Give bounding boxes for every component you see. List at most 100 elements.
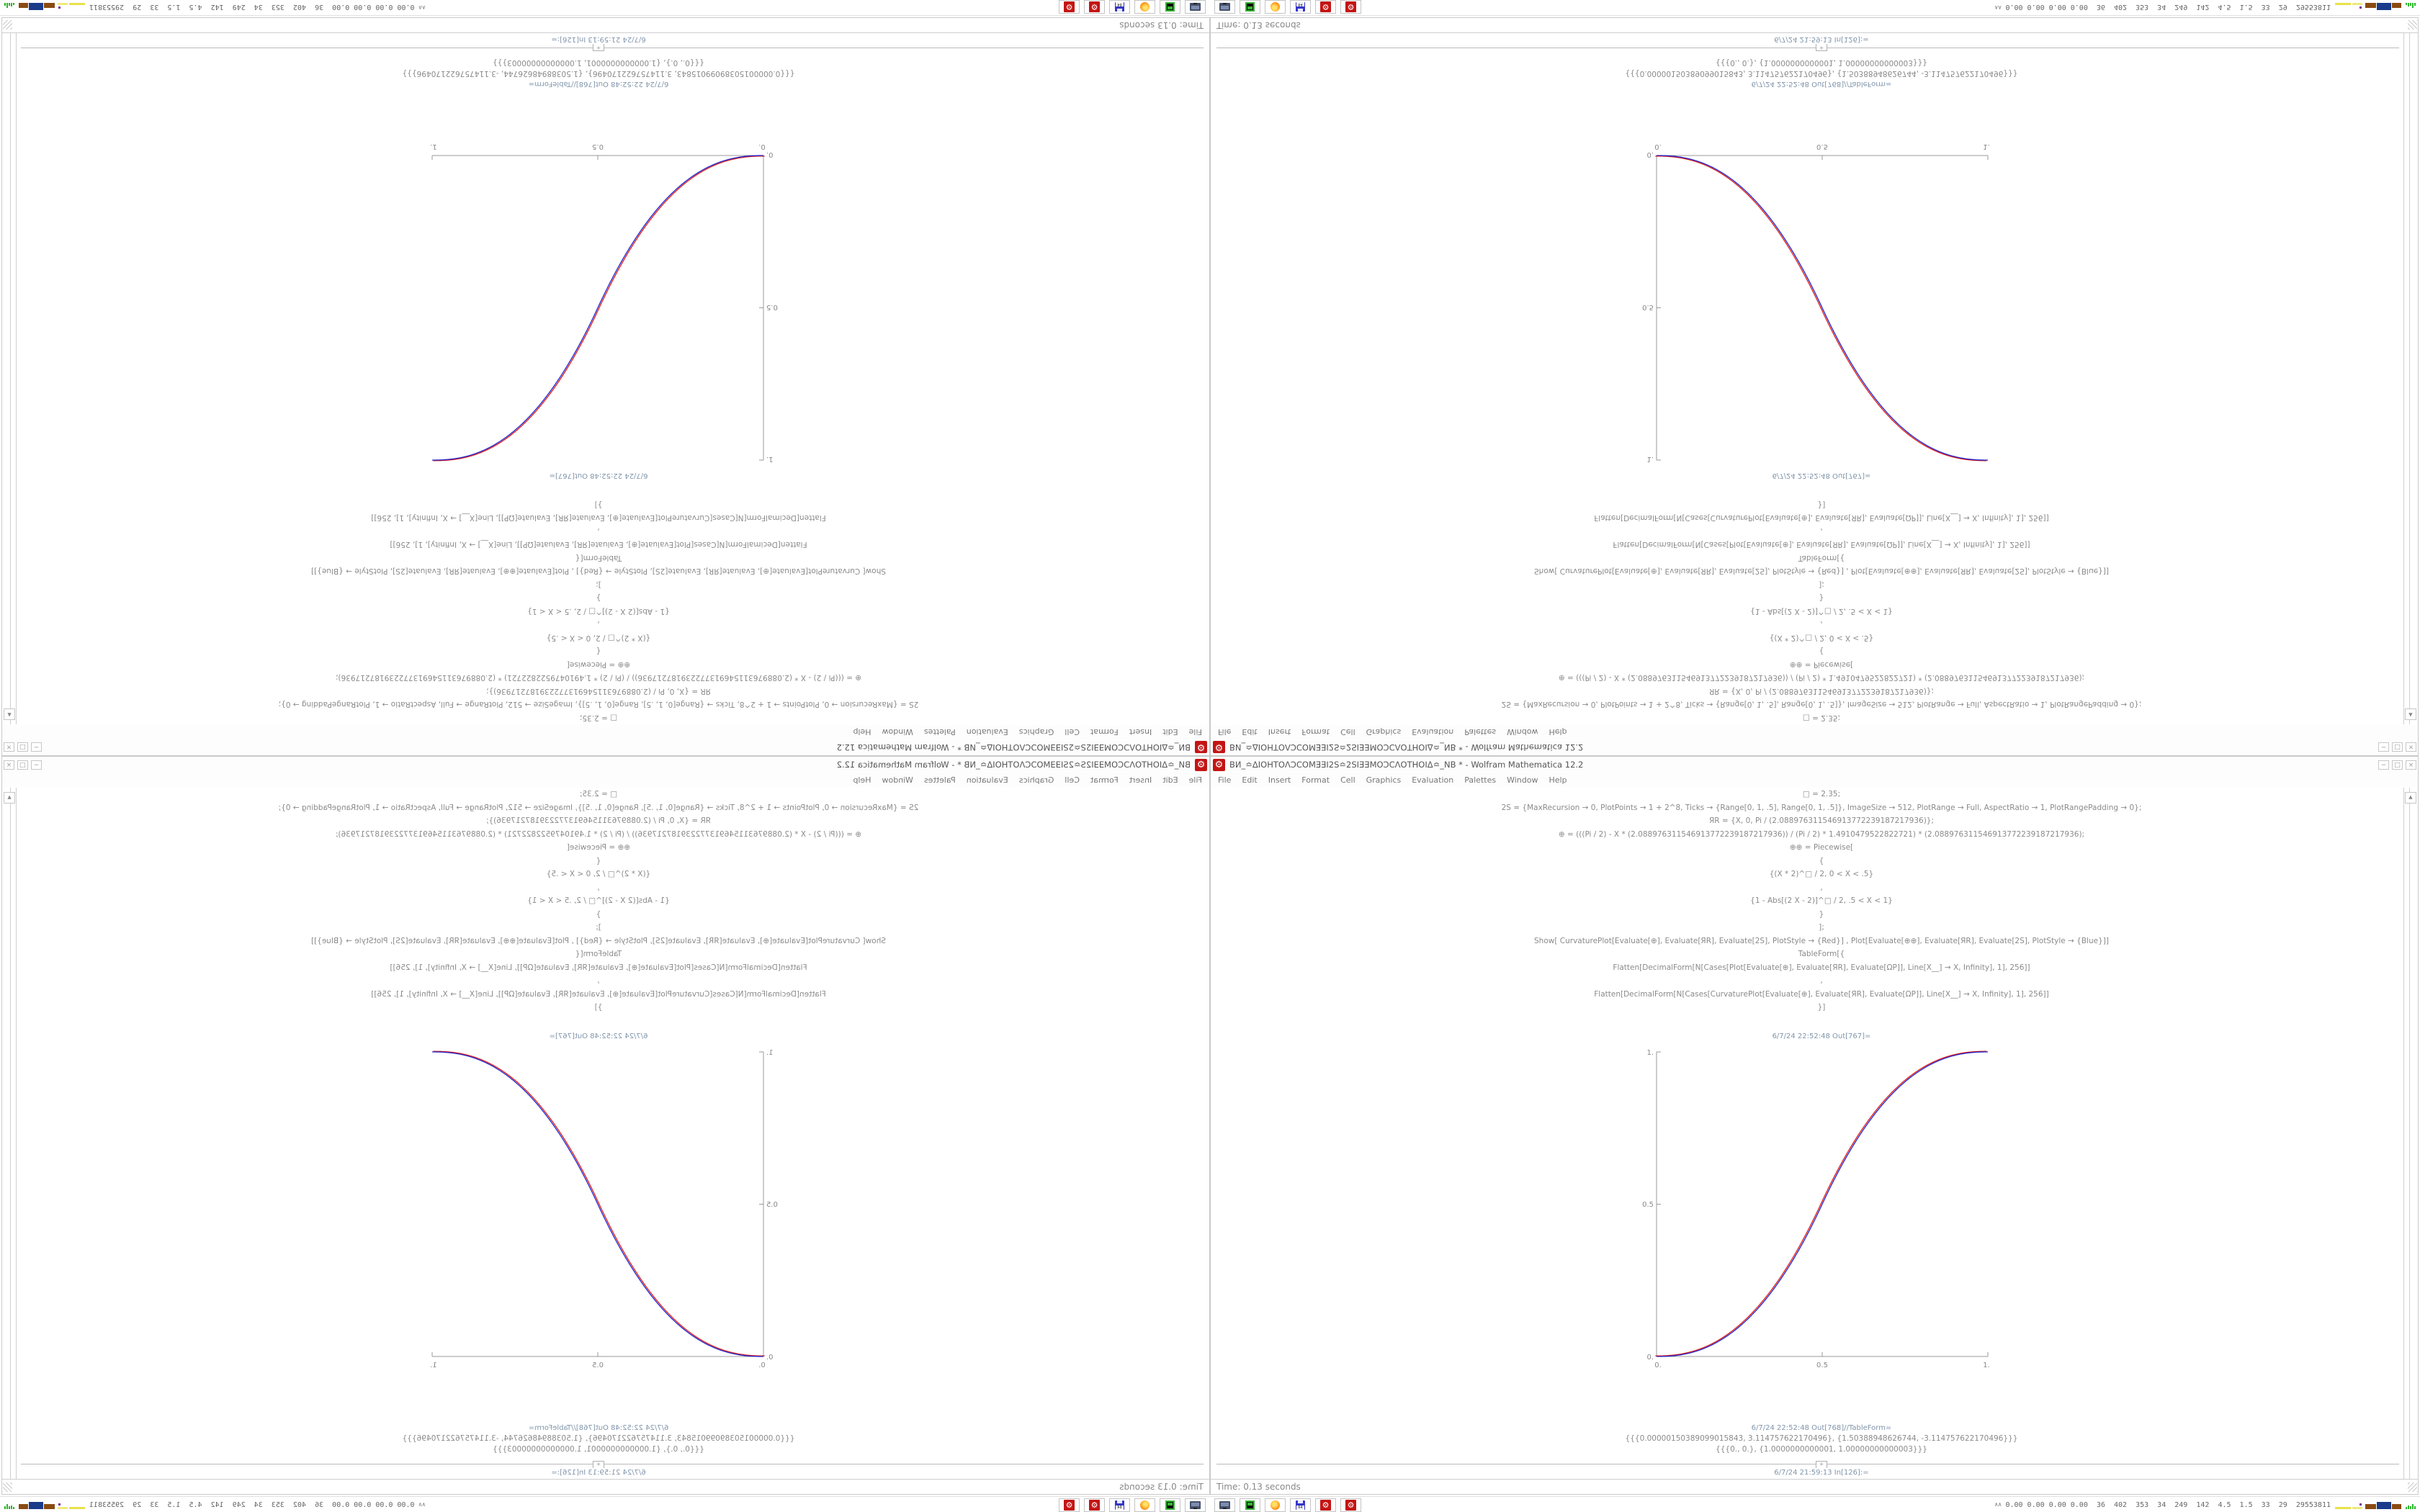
menu-evaluation[interactable]: Evaluation [1412, 727, 1454, 737]
menu-file[interactable]: File [1218, 727, 1232, 737]
resize-grip[interactable] [2408, 1482, 2417, 1492]
taskbar-item-mathematica-1[interactable]: ⚙ [1084, 0, 1105, 14]
taskbar-item-computer-monitor[interactable] [1185, 1498, 1206, 1512]
menu-window[interactable]: Window [1507, 727, 1538, 737]
menu-edit[interactable]: Edit [1162, 727, 1178, 737]
taskbar-item-mathematica-2[interactable]: ⚙ [1340, 1498, 1361, 1512]
taskbar-item-floppy[interactable]: 64 [1290, 0, 1311, 14]
menu-cell[interactable]: Cell [1340, 775, 1355, 785]
menu-evaluation[interactable]: Evaluation [1412, 775, 1454, 785]
scroll-up-arrow-icon[interactable]: ▲ [4, 708, 15, 720]
insert-cell-plus-icon[interactable]: + [593, 44, 604, 52]
resize-grip[interactable] [3, 20, 12, 30]
chevron-up-icon[interactable]: ∧∧ [418, 1501, 426, 1508]
notebook-area[interactable]: □ = 2.35; 2S = {MaxRecursion → 0, PlotPo… [15, 788, 1209, 1480]
notebook-area[interactable]: □ = 2.35; 2S = {MaxRecursion → 0, PlotPo… [1211, 788, 2405, 1480]
resize-grip[interactable] [3, 1482, 12, 1492]
menu-window[interactable]: Window [1507, 775, 1538, 785]
taskbar-item-computer-monitor[interactable] [1214, 0, 1235, 14]
taskbar-item-mathematica-2[interactable]: ⚙ [1059, 1498, 1080, 1512]
close-button[interactable]: × [2406, 742, 2416, 752]
title-bar[interactable]: ⚙ ВИ_≏ΔΙΟΗΤΟΛƆCOMƎƎΙ2S≏2SΙƎƎMOƆCΛΟΤΗΟΙΔ≏… [1211, 757, 2418, 773]
menu-format[interactable]: Format [1090, 775, 1119, 785]
chevron-up-icon[interactable]: ∧∧ [1994, 4, 2002, 11]
minimize-button[interactable]: − [31, 742, 42, 752]
menu-edit[interactable]: Edit [1242, 775, 1258, 785]
title-bar[interactable]: ⚙ ВИ_≏ΔΙΟΗΤΟΛƆCOMƎƎΙ2S≏2SΙƎƎMOƆCΛΟΤΗΟΙΔ≏… [2, 739, 1209, 755]
scroll-up-arrow-icon[interactable]: ▲ [4, 792, 15, 804]
menu-help[interactable]: Help [1549, 775, 1567, 785]
chevron-up-icon[interactable]: ∧∧ [1994, 1501, 2002, 1508]
vertical-scrollbar[interactable]: ▲ [2, 32, 17, 724]
menu-cell[interactable]: Cell [1065, 727, 1080, 737]
maximize-button[interactable]: □ [17, 760, 28, 770]
insert-cell-plus-icon[interactable]: + [1816, 1460, 1827, 1468]
menu-help[interactable]: Help [1549, 727, 1567, 737]
insert-cell-plus-icon[interactable]: + [593, 1460, 604, 1468]
menu-palettes[interactable]: Palettes [923, 727, 956, 737]
cell-insert-bar[interactable]: + [1216, 1460, 2405, 1468]
resize-grip[interactable] [2408, 20, 2417, 30]
chevron-up-icon[interactable]: ∧∧ [418, 4, 426, 11]
menu-help[interactable]: Help [853, 727, 871, 737]
title-bar[interactable]: ⚙ ВИ_≏ΔΙΟΗΤΟΛƆCOMƎƎΙ2S≏2SΙƎƎMOƆCΛΟΤΗΟΙΔ≏… [2, 757, 1209, 773]
menu-evaluation[interactable]: Evaluation [966, 775, 1008, 785]
taskbar-item-mathematica-2[interactable]: ⚙ [1340, 0, 1361, 14]
taskbar-item-firefox[interactable] [1265, 1498, 1286, 1512]
menu-graphics[interactable]: Graphics [1366, 775, 1402, 785]
menu-file[interactable]: File [1218, 775, 1232, 785]
taskbar-item-mathematica-1[interactable]: ⚙ [1315, 1498, 1336, 1512]
title-bar[interactable]: ⚙ ВИ_≏ΔΙΟΗΤΟΛƆCOMƎƎΙ2S≏2SΙƎƎMOƆCΛΟΤΗΟΙΔ≏… [1211, 739, 2418, 755]
menu-format[interactable]: Format [1090, 727, 1119, 737]
minimize-button[interactable]: − [2378, 760, 2389, 770]
minimize-button[interactable]: − [2378, 742, 2389, 752]
menu-graphics[interactable]: Graphics [1018, 775, 1054, 785]
taskbar-item-mathematica-1[interactable]: ⚙ [1315, 0, 1336, 14]
menu-format[interactable]: Format [1301, 727, 1330, 737]
menu-file[interactable]: File [1188, 775, 1202, 785]
menu-insert[interactable]: Insert [1129, 775, 1152, 785]
taskbar-item-terminal-drive[interactable] [1160, 1498, 1180, 1512]
close-button[interactable]: × [2406, 760, 2416, 770]
scroll-up-arrow-icon[interactable]: ▲ [2405, 792, 2416, 804]
cell-insert-bar[interactable]: + [15, 44, 1204, 52]
menu-palettes[interactable]: Palettes [1464, 727, 1497, 737]
taskbar-item-mathematica-2[interactable]: ⚙ [1059, 0, 1080, 14]
taskbar-item-floppy[interactable]: 64 [1109, 1498, 1130, 1512]
menu-palettes[interactable]: Palettes [923, 775, 956, 785]
menu-cell[interactable]: Cell [1340, 727, 1355, 737]
menu-help[interactable]: Help [853, 775, 871, 785]
taskbar-item-terminal-drive[interactable] [1240, 0, 1260, 14]
menu-window[interactable]: Window [882, 727, 913, 737]
menu-cell[interactable]: Cell [1065, 775, 1080, 785]
menu-file[interactable]: File [1188, 727, 1202, 737]
menu-edit[interactable]: Edit [1242, 727, 1258, 737]
maximize-button[interactable]: □ [2392, 760, 2403, 770]
menu-graphics[interactable]: Graphics [1018, 727, 1054, 737]
menu-palettes[interactable]: Palettes [1464, 775, 1497, 785]
taskbar-item-computer-monitor[interactable] [1214, 1498, 1235, 1512]
input-code-cell[interactable]: □ = 2.35; 2S = {MaxRecursion → 0, PlotPo… [1238, 788, 2405, 1014]
notebook-area[interactable]: □ = 2.35; 2S = {MaxRecursion → 0, PlotPo… [1211, 32, 2405, 724]
vertical-scrollbar[interactable]: ▲ [2403, 788, 2418, 1480]
taskbar-item-firefox[interactable] [1134, 1498, 1155, 1512]
close-button[interactable]: × [4, 742, 14, 752]
vertical-scrollbar[interactable]: ▲ [2, 788, 17, 1480]
taskbar-item-floppy[interactable]: 64 [1109, 0, 1130, 14]
maximize-button[interactable]: □ [17, 742, 28, 752]
menu-insert[interactable]: Insert [1268, 775, 1291, 785]
menu-insert[interactable]: Insert [1129, 727, 1152, 737]
taskbar-item-terminal-drive[interactable] [1240, 1498, 1260, 1512]
minimize-button[interactable]: − [31, 760, 42, 770]
taskbar-item-firefox[interactable] [1134, 0, 1155, 14]
input-code-cell[interactable]: □ = 2.35; 2S = {MaxRecursion → 0, PlotPo… [15, 498, 1182, 725]
menu-insert[interactable]: Insert [1268, 727, 1291, 737]
input-code-cell[interactable]: □ = 2.35; 2S = {MaxRecursion → 0, PlotPo… [1238, 498, 2405, 725]
taskbar-item-firefox[interactable] [1265, 0, 1286, 14]
taskbar-item-terminal-drive[interactable] [1160, 0, 1180, 14]
menu-edit[interactable]: Edit [1162, 775, 1178, 785]
cell-insert-bar[interactable]: + [1216, 44, 2405, 52]
input-code-cell[interactable]: □ = 2.35; 2S = {MaxRecursion → 0, PlotPo… [15, 788, 1182, 1014]
maximize-button[interactable]: □ [2392, 742, 2403, 752]
taskbar-item-floppy[interactable]: 64 [1290, 1498, 1311, 1512]
